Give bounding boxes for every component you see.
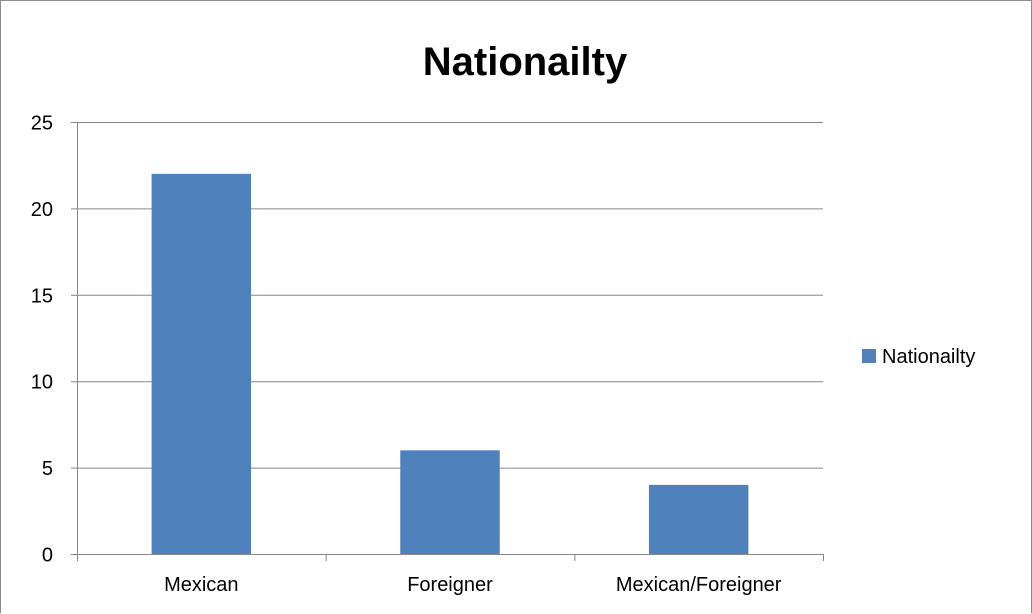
bar-foreigner — [400, 450, 500, 554]
y-tick-label: 10 — [31, 372, 53, 394]
y-tick-label: 15 — [31, 285, 53, 307]
y-tick-label: 20 — [31, 199, 53, 221]
legend: Nationailty — [862, 346, 975, 368]
bar-mexican-foreigner — [648, 484, 749, 554]
bar-mexican — [151, 173, 252, 554]
legend-swatch — [862, 349, 876, 363]
y-tick-label: 5 — [42, 458, 53, 480]
chart-title: Nationailty — [423, 40, 628, 84]
legend-label: Nationailty — [882, 346, 975, 368]
x-tick-label: Foreigner — [407, 574, 493, 596]
x-tick-label: Mexican — [164, 574, 238, 596]
y-tick-label: 25 — [31, 113, 53, 135]
y-tick-label: 0 — [42, 545, 53, 567]
axes: 0 5 10 15 20 25 Mexican Foreigner Mexican/Foreig… — [31, 113, 824, 596]
x-tick-label: Mexican/Foreigner — [616, 574, 782, 596]
bars — [151, 173, 749, 554]
